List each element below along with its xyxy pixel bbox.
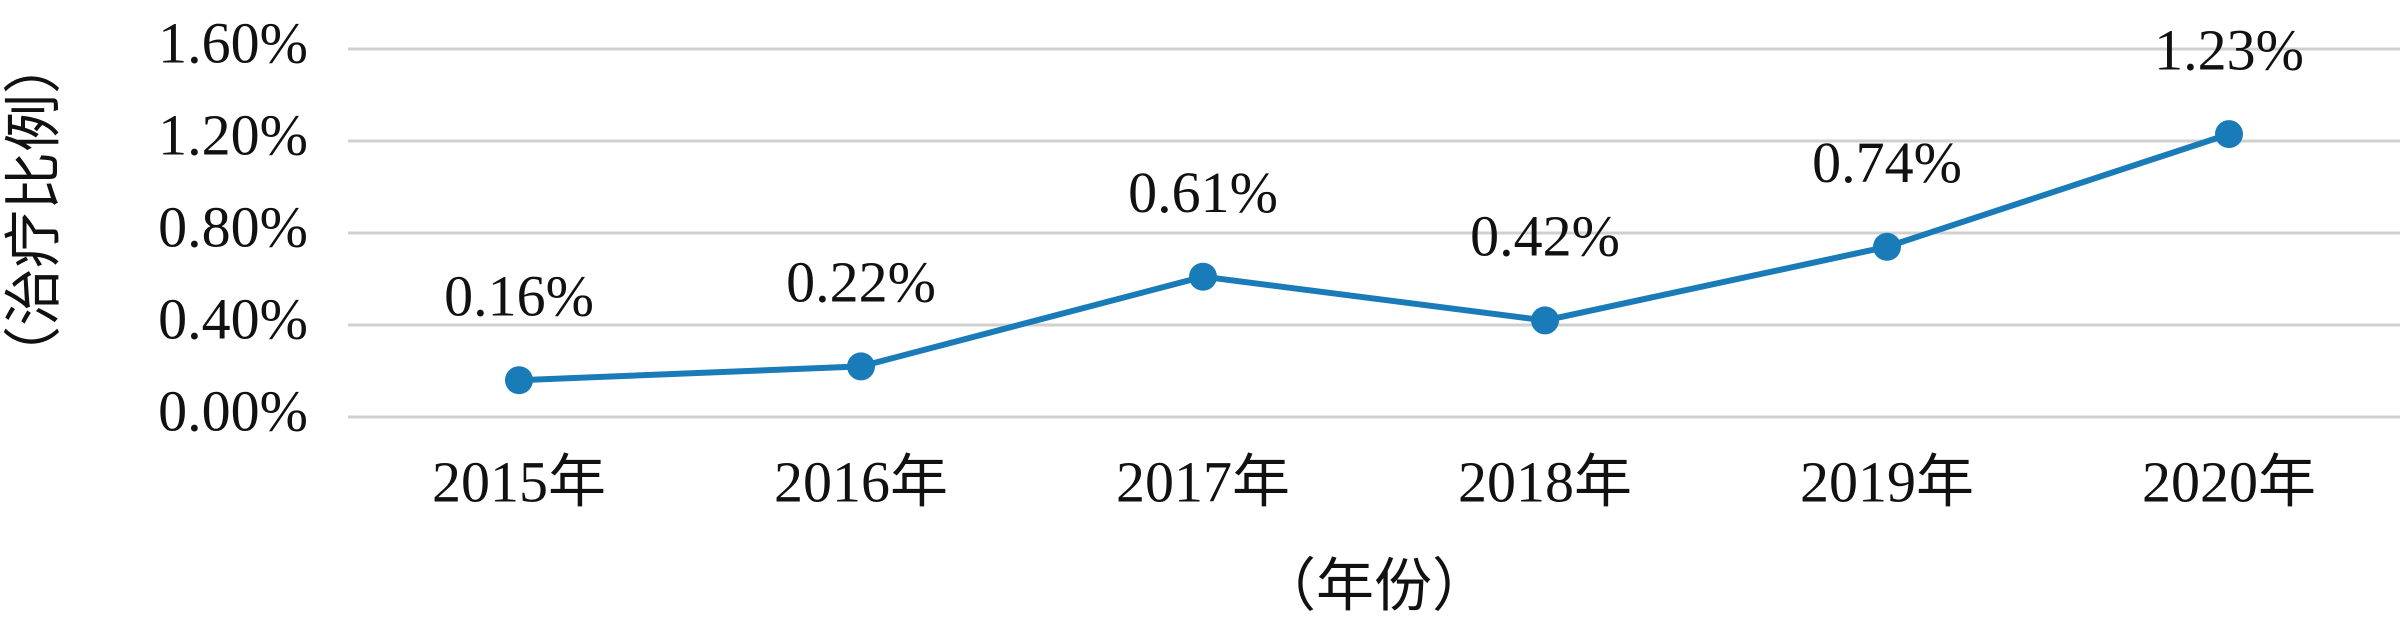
data-label: 0.74%: [1812, 130, 1962, 195]
x-tick-label: 2017年: [1116, 449, 1290, 514]
data-label: 0.22%: [786, 250, 936, 315]
y-tick-label: 0.80%: [158, 194, 308, 259]
x-tick-label: 2019年: [1800, 449, 1974, 514]
y-tick-label: 0.00%: [158, 378, 308, 443]
data-label: 1.23%: [2154, 17, 2304, 82]
point: [847, 352, 875, 381]
y-tick-label: 0.40%: [158, 286, 308, 351]
x-tick-label: 2015年: [432, 449, 606, 514]
point: [1873, 232, 1901, 261]
point: [2215, 120, 2243, 149]
x-tick-label: 2020年: [2142, 449, 2316, 514]
point: [1531, 306, 1559, 335]
line: [518, 131, 2230, 384]
x-axis-title: （年份）: [1258, 553, 1490, 618]
x-tick-label: 2018年: [1458, 449, 1632, 514]
data-label: 0.61%: [1128, 160, 1278, 225]
data-label: 0.42%: [1470, 204, 1620, 269]
data-label: 0.16%: [444, 264, 594, 329]
y-axis-title: （治疗比例）: [1, 36, 66, 384]
y-tick-label: 1.60%: [158, 10, 308, 75]
y-tick-label: 1.20%: [158, 102, 308, 167]
point: [1189, 262, 1217, 291]
point: [505, 366, 533, 395]
x-tick-label: 2016年: [774, 449, 948, 514]
